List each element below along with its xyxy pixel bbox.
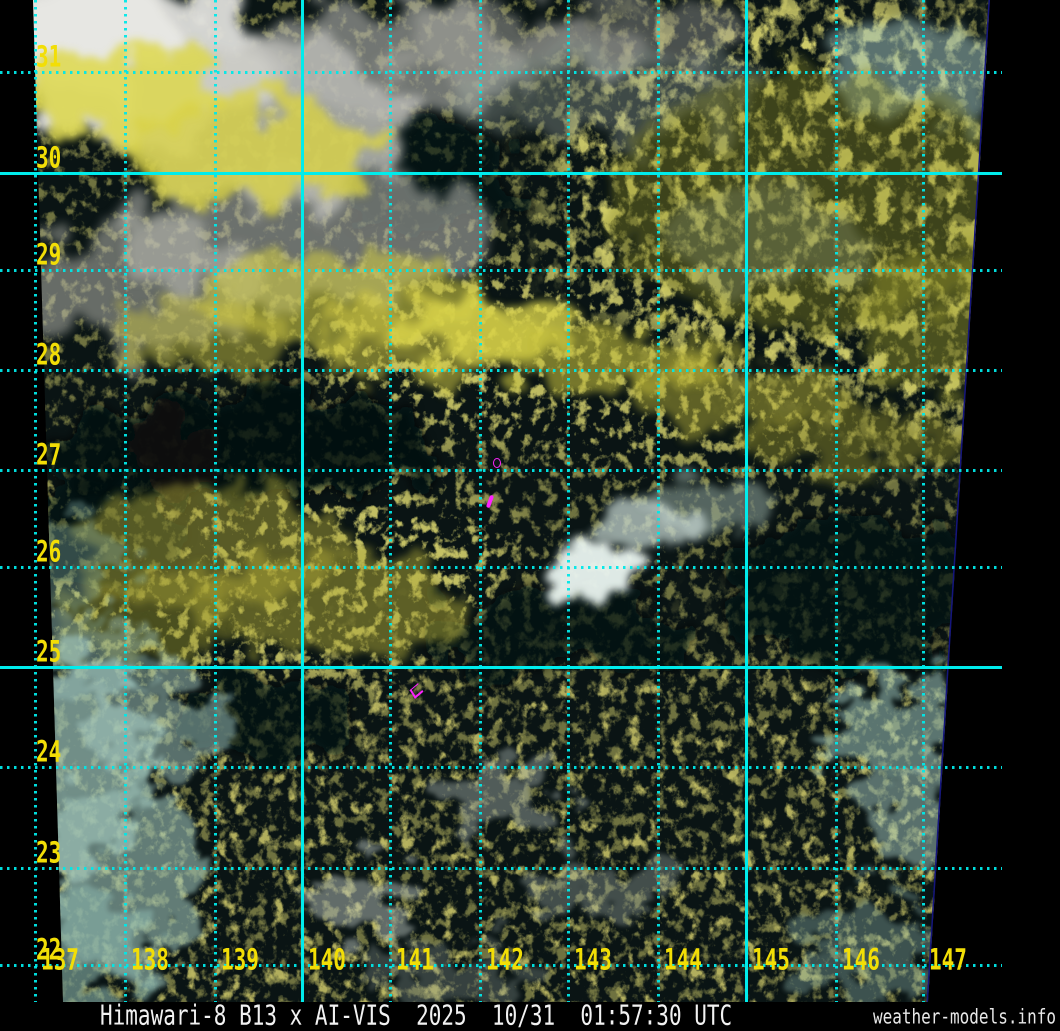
footer-bar: Himawari-8 B13 x AI-VIS 2025 10/31 01:57… bbox=[0, 1002, 1060, 1030]
watermark: weather-models.info bbox=[872, 1003, 1056, 1029]
satellite-map-view: 31 30 29 28 27 26 25 24 23 22 137 138 139 140 141 142 14… bbox=[0, 0, 1002, 1002]
product-title: Himawari-8 B13 x AI-VIS 2025 10/31 01:57… bbox=[100, 999, 733, 1031]
satellite-imagery bbox=[33, 0, 990, 1002]
